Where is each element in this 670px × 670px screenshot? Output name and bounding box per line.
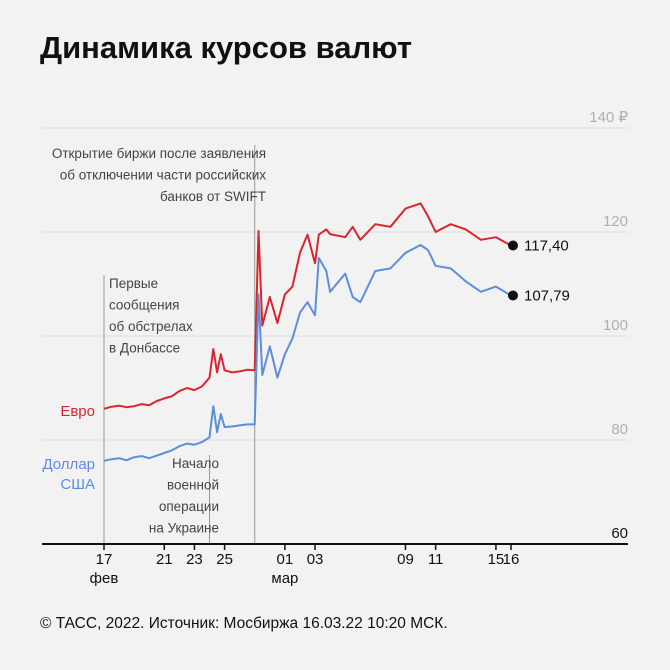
x-tick-sublabel: фев xyxy=(90,570,119,587)
event-annotation-text: в Донбассе xyxy=(109,341,180,356)
end-value-dot xyxy=(508,290,518,301)
event-annotation-text: Начало xyxy=(172,456,219,471)
usd-series-label: США xyxy=(60,476,95,493)
end-value-label: 117,40 xyxy=(524,238,569,255)
chart-title: Динамика курсов валют xyxy=(40,30,412,65)
y-tick-label: 120 xyxy=(603,213,628,230)
series-lines xyxy=(103,202,512,462)
x-tick-label: 03 xyxy=(307,551,324,568)
x-tick-sublabel: мар xyxy=(271,570,298,587)
x-tick-label: 09 xyxy=(397,551,414,568)
usd-series-line xyxy=(103,244,512,462)
series-labels: Евро 117,40 Доллар США 107,79 xyxy=(42,238,569,493)
usd-series-label: Доллар xyxy=(42,456,95,473)
y-tick-label: 140 ₽ xyxy=(589,109,628,126)
event-annotation-text: Открытие биржи после заявления xyxy=(52,146,266,161)
x-tick-label: 21 xyxy=(156,551,173,568)
event-annotation-text: сообщения xyxy=(109,298,179,313)
y-tick-label: 80 xyxy=(611,421,628,438)
y-axis-ticks: 140 ₽ 120 100 80 60 xyxy=(589,109,628,542)
eur-series-label: Евро xyxy=(60,403,95,420)
x-tick-label: 25 xyxy=(216,551,233,568)
y-tick-label: 100 xyxy=(603,317,628,334)
event-annotation-text: военной xyxy=(167,478,219,493)
event-annotation-text: об отключении части российских xyxy=(60,168,267,183)
x-tick-label: 01 xyxy=(277,551,294,568)
event-annotation-text: операции xyxy=(159,499,219,514)
end-value-label: 107,79 xyxy=(524,287,570,304)
x-tick-label: 11 xyxy=(428,551,444,568)
event-annotation-text: на Украине xyxy=(149,521,219,536)
x-tick-label: 17 xyxy=(96,551,113,568)
event-annotation-text: банков от SWIFT xyxy=(160,189,266,204)
x-tick-label: 23 xyxy=(186,551,203,568)
grid-lines xyxy=(42,127,628,441)
eur-series-line xyxy=(103,202,512,410)
event-annotation-text: об обстрелах xyxy=(109,319,193,334)
event-annotation-text: Первые xyxy=(109,276,158,291)
event-annotations: Первые сообщения об обстрелах в Донбассе Нач… xyxy=(52,145,266,544)
source-note: © ТАСС, 2022. Источник: Мосбиржа 16.03.2… xyxy=(40,615,448,632)
x-tick-label: 16 xyxy=(503,551,520,568)
y-tick-label: 60 xyxy=(611,525,628,542)
x-tick-label: 15 xyxy=(488,551,505,568)
end-value-dot xyxy=(508,240,518,251)
